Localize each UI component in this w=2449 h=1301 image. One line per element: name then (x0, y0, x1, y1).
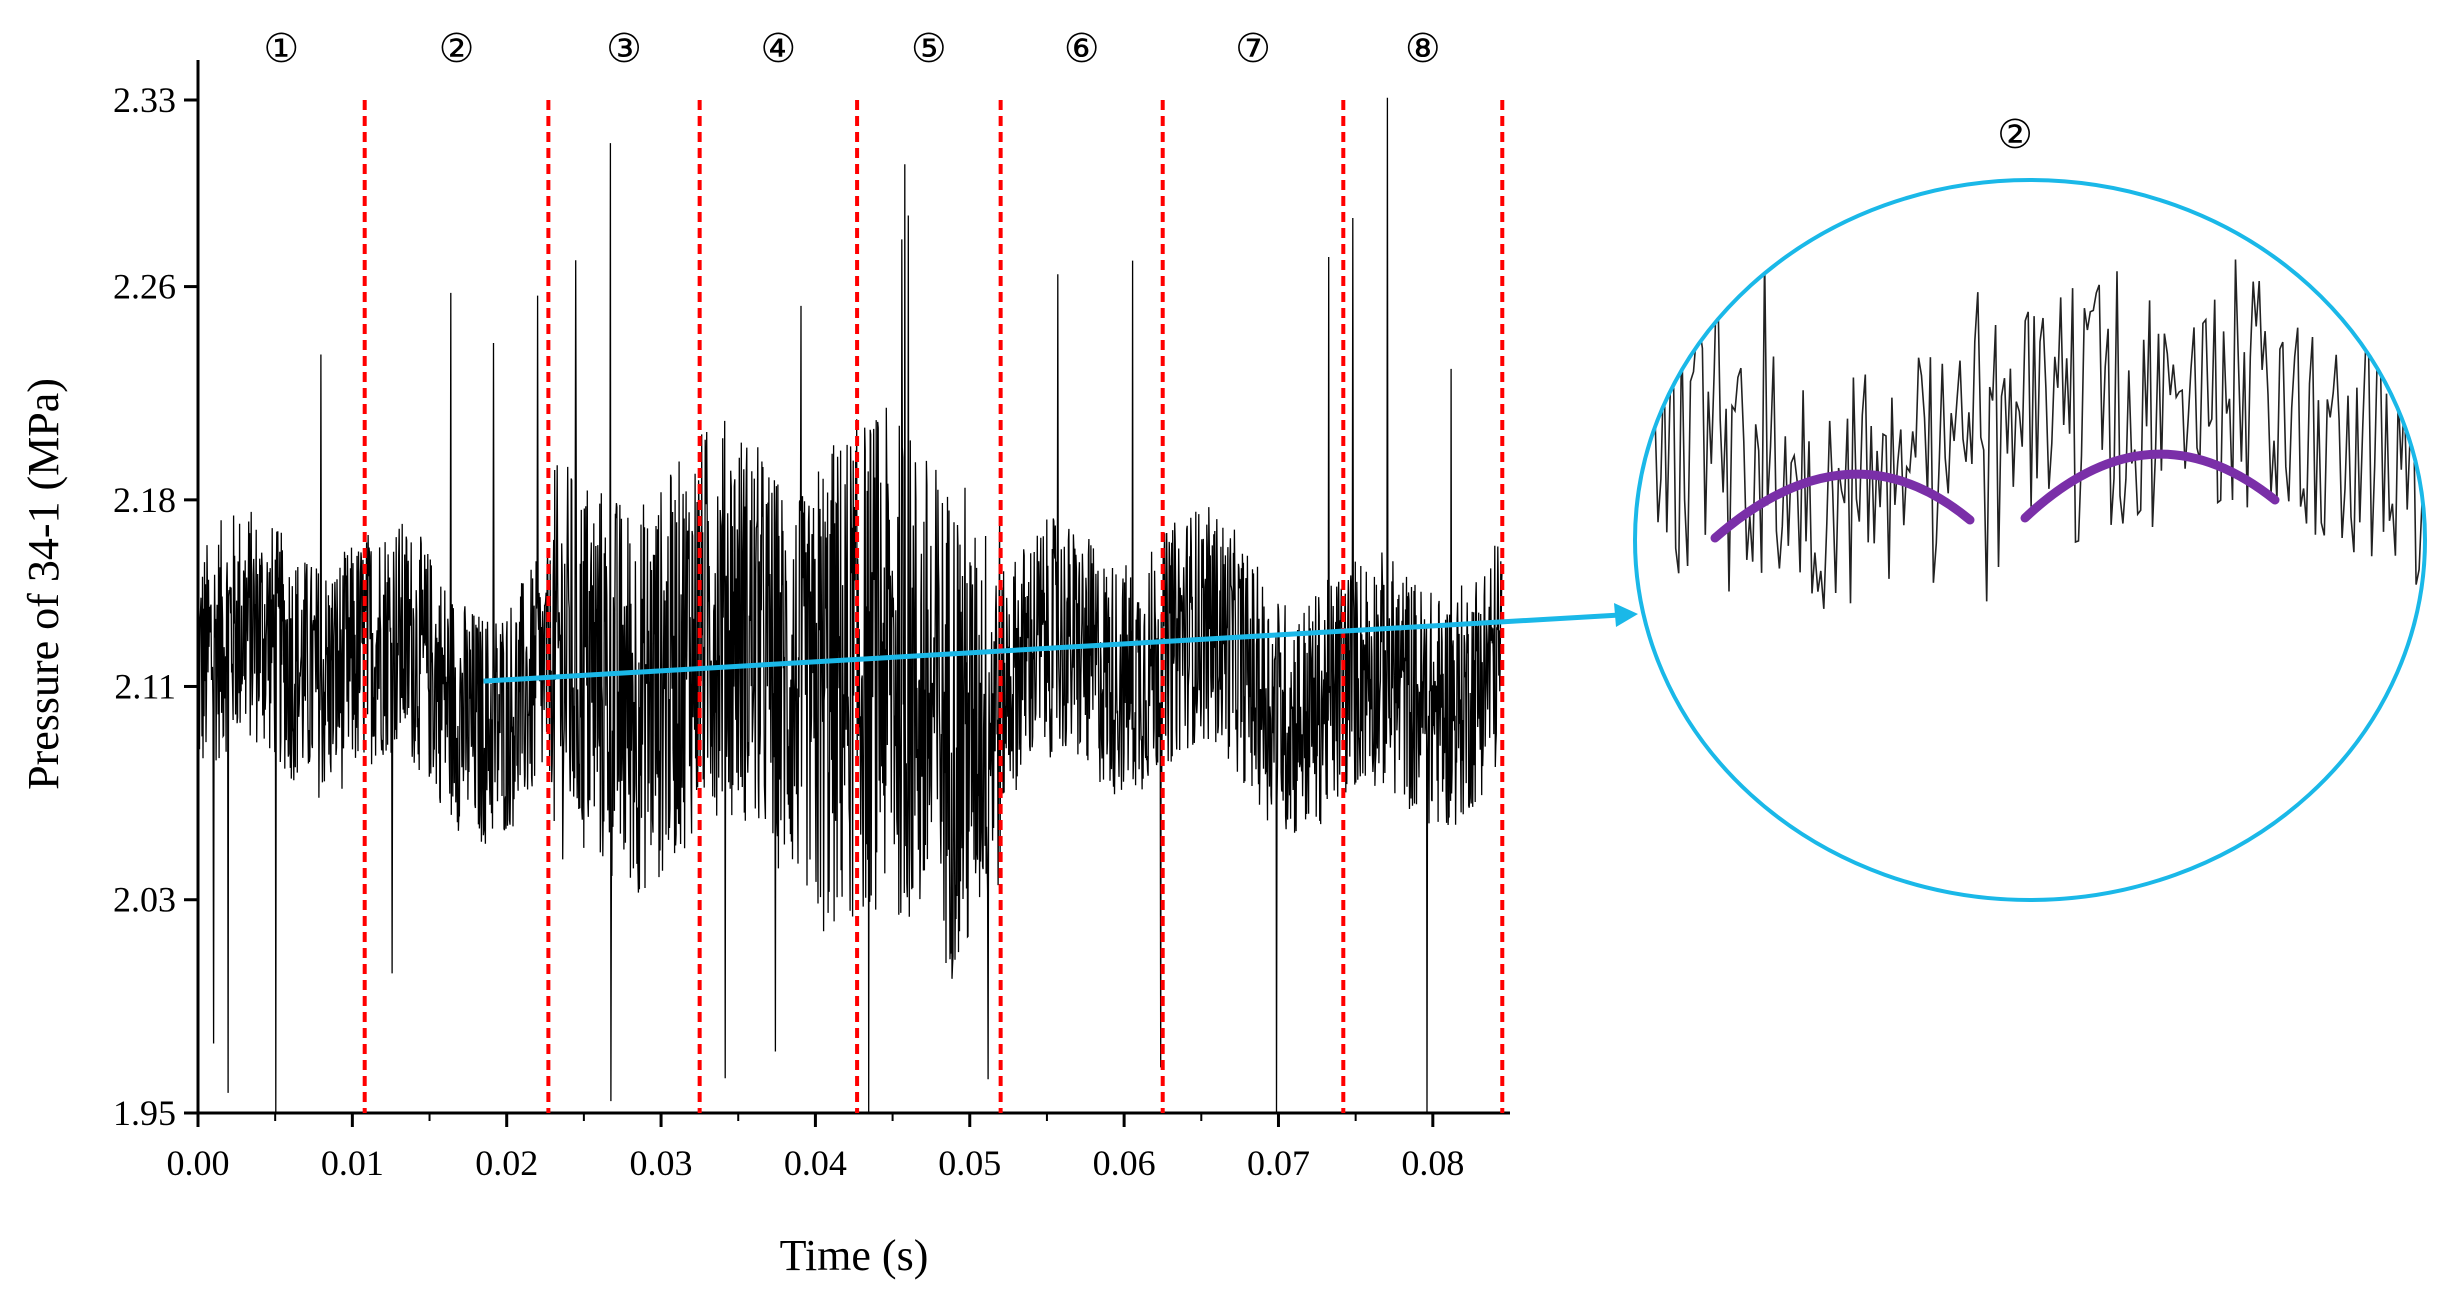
x-tick-label: 0.04 (784, 1143, 847, 1183)
segment-labels: ① ② ③ ④ ⑤ ⑥ ⑦ ⑧ (263, 26, 1440, 71)
segment-label-1: ① (263, 26, 299, 71)
segment-label-8: ⑧ (1405, 26, 1441, 71)
trend-line (483, 612, 1621, 684)
x-tick-label: 0.01 (321, 1143, 384, 1183)
segment-label-2: ② (439, 26, 475, 71)
segment-label-7: ⑦ (1235, 26, 1271, 71)
y-tick-label: 2.03 (113, 880, 176, 920)
x-tick-label: 0.03 (630, 1143, 693, 1183)
axes (196, 60, 1510, 1115)
x-tick-label: 0.05 (938, 1143, 1001, 1183)
x-tick-label: 0.07 (1247, 1143, 1310, 1183)
y-tick-label: 2.33 (113, 80, 176, 120)
y-tick-label: 2.26 (113, 267, 176, 307)
inset-arc-1 (1710, 469, 1975, 543)
segment-label-6: ⑥ (1064, 26, 1100, 71)
inset-zoom: ② (1633, 112, 2427, 902)
segment-label-4: ④ (760, 26, 796, 71)
segment-label-5: ⑤ (911, 26, 947, 71)
trend-arrow (483, 603, 1638, 684)
x-tick-label: 0.08 (1401, 1143, 1464, 1183)
y-tick-label: 1.95 (113, 1093, 176, 1133)
inset-ring (1633, 178, 2427, 902)
y-tick-label: 2.18 (113, 480, 176, 520)
inset-signal-line (1654, 231, 2425, 609)
x-tick-label: 0.02 (475, 1143, 538, 1183)
x-axis-title: Time (s) (780, 1231, 929, 1280)
y-tick-label: 2.11 (114, 666, 176, 706)
signal-line (197, 97, 1503, 1114)
inset-label: ② (1997, 112, 2033, 157)
trend-arrowhead (1614, 603, 1638, 627)
y-axis-title: Pressure of 34-1 (MPa) (19, 378, 68, 790)
inset-arc-2 (2020, 449, 2280, 523)
inset-signal (1654, 231, 2425, 609)
inset-arcs (1710, 449, 2280, 543)
x-tick-label: 0.06 (1093, 1143, 1156, 1183)
x-ticks: 0.00 0.01 0.02 0.03 0.04 0.05 0.06 0.07 0.08 (167, 1113, 1464, 1183)
segment-label-3: ③ (606, 26, 642, 71)
x-tick-label: 0.00 (167, 1143, 230, 1183)
pressure-signal (197, 97, 1503, 1114)
segment-boundaries (362, 99, 1505, 1113)
y-ticks: 1.95 2.03 2.11 2.18 2.26 2.33 (113, 80, 198, 1133)
